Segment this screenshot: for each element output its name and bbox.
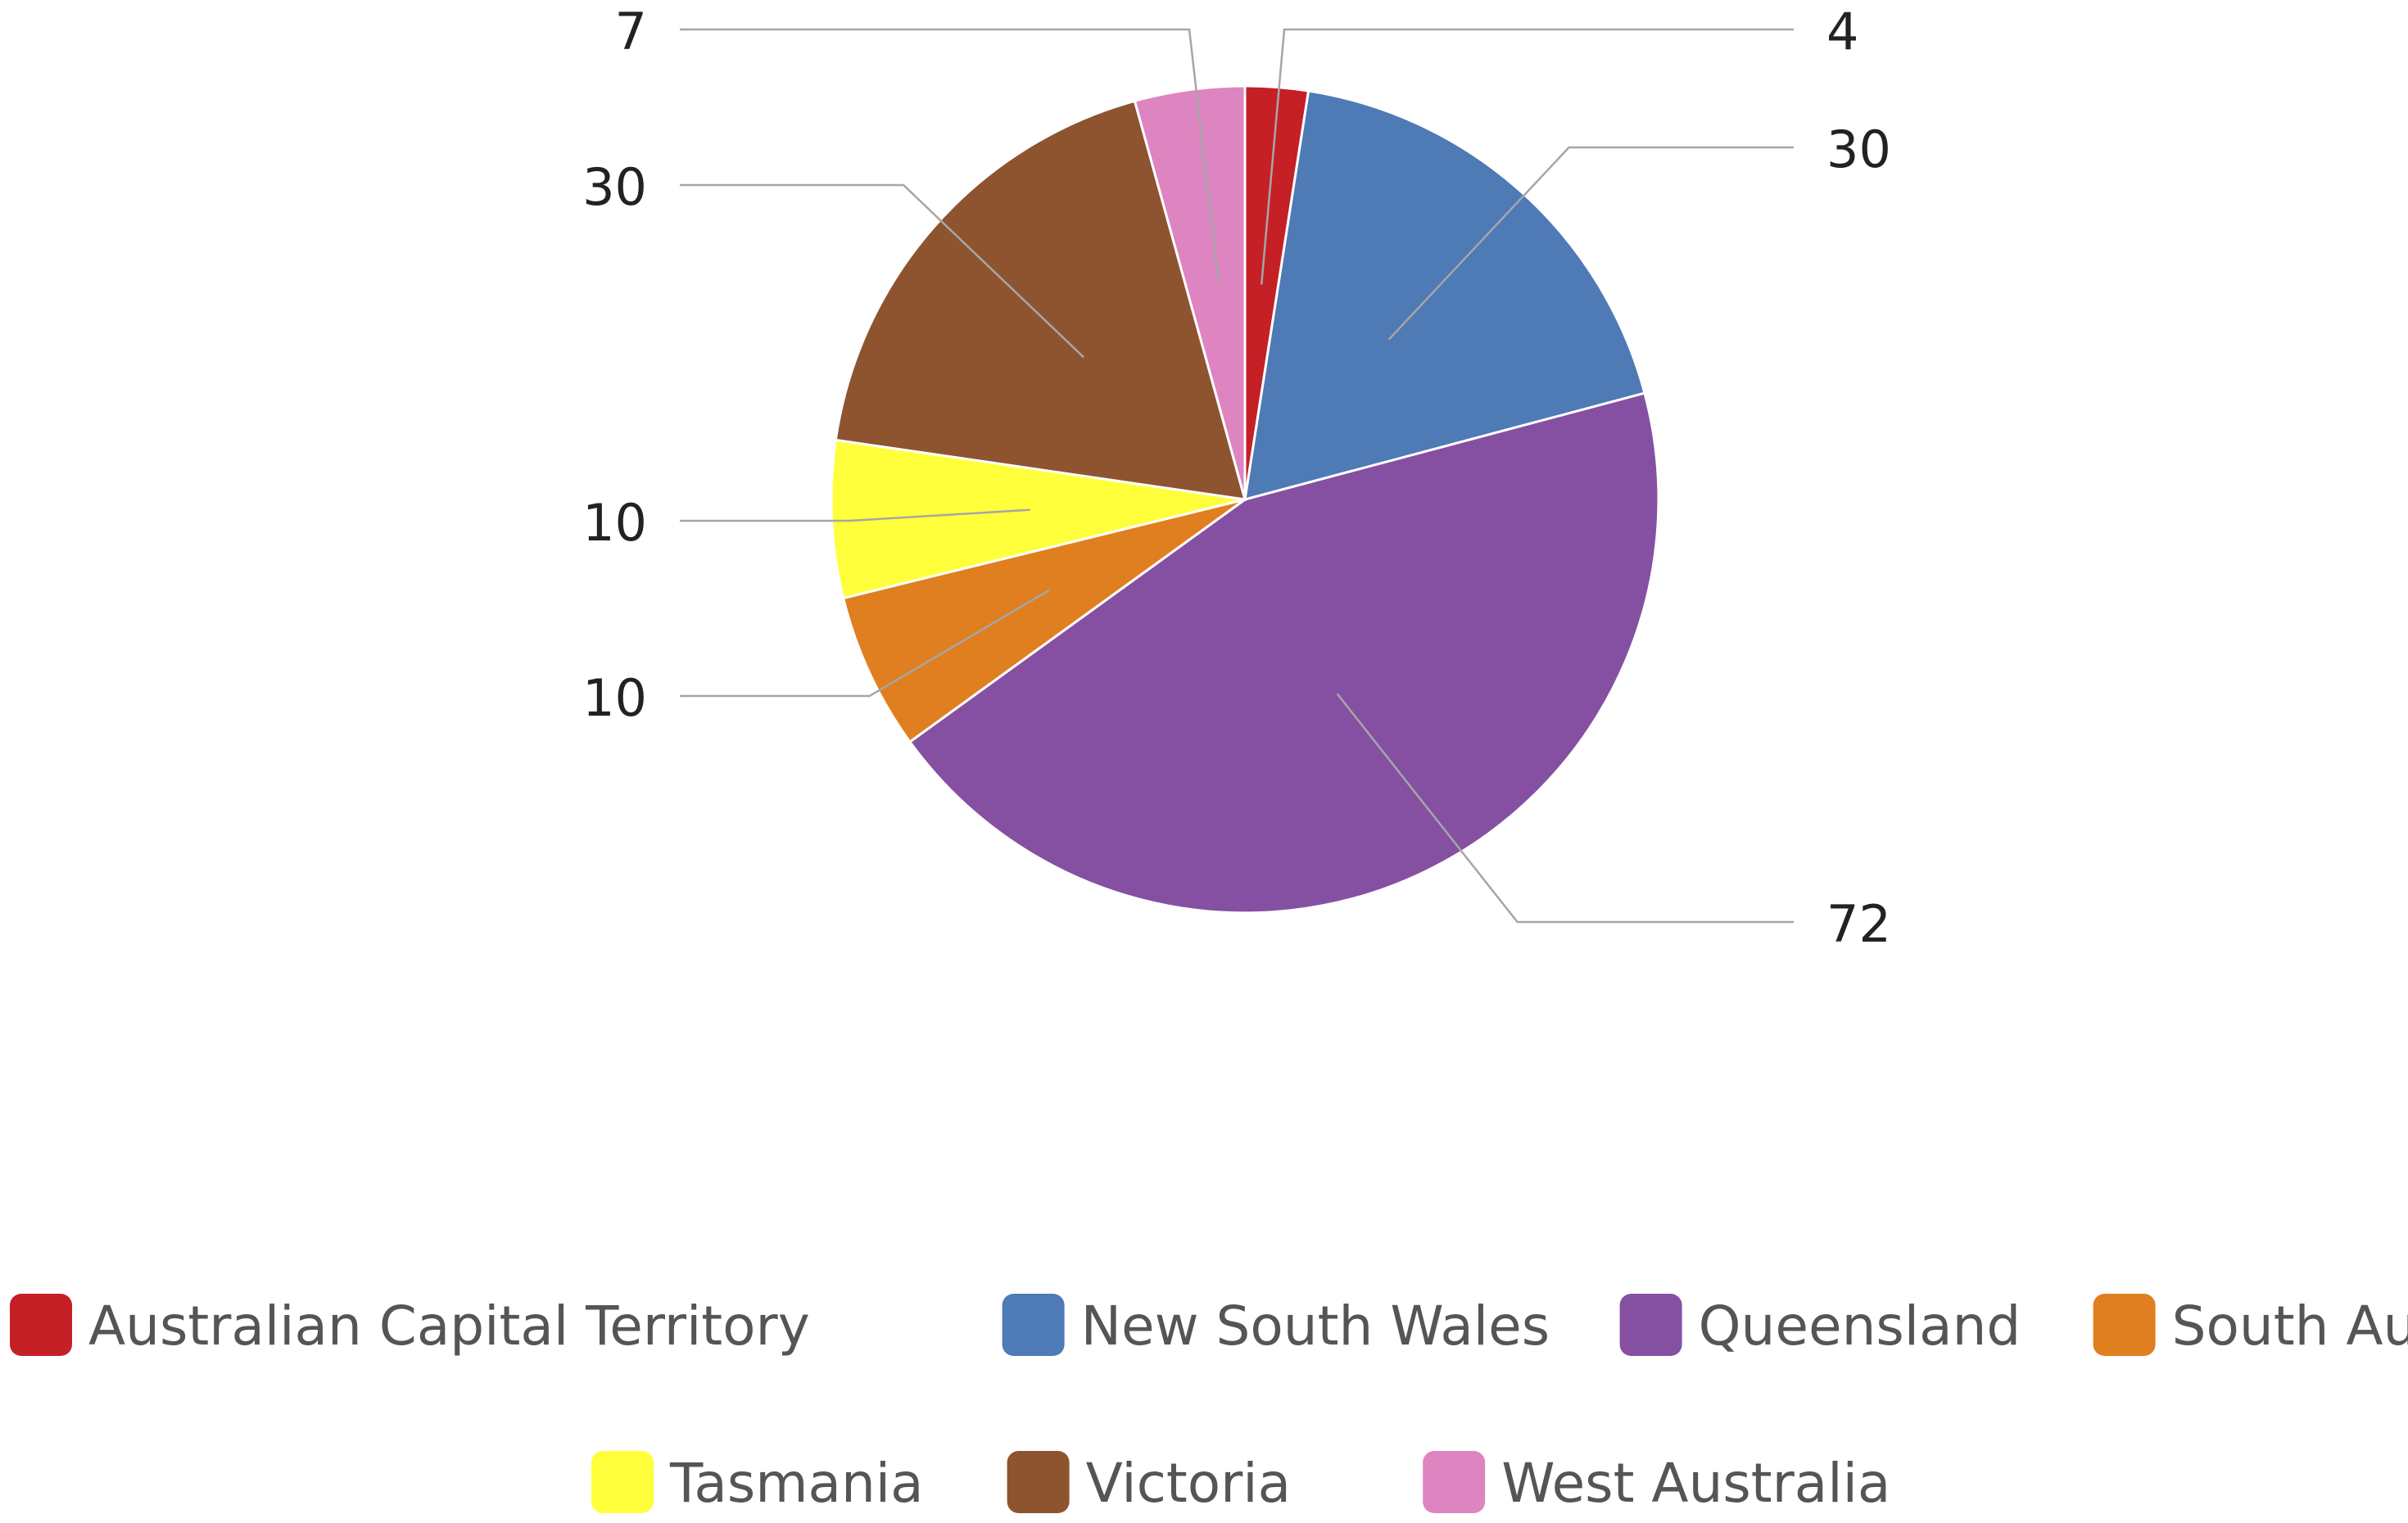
legend-swatch-queensland	[1619, 1294, 1682, 1356]
legend-label-victoria: Victoria	[1086, 1452, 1292, 1515]
slice-new-south-wales	[1243, 89, 1646, 502]
data-label-queensland: 72	[1826, 894, 1891, 954]
legend-entry-queensland: Queensland	[1619, 1294, 2021, 1358]
legend-entry-south-australia: South Australia	[2093, 1294, 2408, 1358]
legend-swatch-new-south-wales	[1002, 1294, 1065, 1356]
leader-west-australia	[680, 28, 1220, 285]
data-labels: 4 30 72 10 10 30 7	[582, 2, 1891, 954]
leader-south-australia	[680, 589, 1051, 698]
legend-label-new-south-wales: New South Wales	[1081, 1295, 1550, 1358]
legend-swatch-tasmania	[591, 1451, 654, 1513]
slice-queensland	[908, 391, 1660, 915]
pie-slices	[830, 84, 1660, 915]
leader-new-south-wales	[1387, 146, 1794, 341]
leader-australian-capital-territory	[1260, 28, 1794, 285]
data-label-new-south-wales: 30	[1826, 120, 1891, 179]
data-label-australian-capital-territory: 4	[1826, 2, 1858, 61]
legend-swatch-australian-capital-territory	[10, 1294, 72, 1356]
leader-queensland	[1336, 693, 1794, 924]
slice-west-australia	[1133, 84, 1247, 500]
legend-entry-australian-capital-territory: Australian Capital Territory	[10, 1294, 810, 1358]
legend-swatch-victoria	[1007, 1451, 1070, 1513]
leader-victoria	[680, 183, 1084, 359]
legend-entry-west-australia: West Australia	[1423, 1451, 1890, 1515]
leader-tasmania	[680, 508, 1030, 522]
leader-lines	[680, 28, 1794, 924]
legend-swatch-south-australia	[2093, 1294, 2156, 1356]
data-label-south-australia: 10	[582, 668, 647, 728]
legend-entry-victoria: Victoria	[1007, 1451, 1292, 1515]
legend-label-australian-capital-territory: Australian Capital Territory	[88, 1295, 810, 1358]
legend-label-south-australia: South Australia	[2172, 1295, 2408, 1358]
slice-south-australia	[841, 498, 1246, 744]
data-label-west-australia: 7	[615, 2, 647, 61]
legend-entry-tasmania: Tasmania	[591, 1451, 924, 1515]
data-label-victoria: 30	[582, 157, 647, 217]
data-label-tasmania: 10	[582, 493, 647, 553]
legend-label-tasmania: Tasmania	[669, 1452, 924, 1515]
legend-label-queensland: Queensland	[1699, 1295, 2021, 1358]
legend-swatch-west-australia	[1423, 1451, 1486, 1513]
legend: Australian Capital Territory New South Wa…	[10, 1294, 2408, 1515]
slice-tasmania	[830, 438, 1246, 600]
slice-victoria	[834, 99, 1247, 501]
legend-entry-new-south-wales: New South Wales	[1002, 1294, 1550, 1358]
legend-label-west-australia: West Australia	[1501, 1452, 1890, 1515]
